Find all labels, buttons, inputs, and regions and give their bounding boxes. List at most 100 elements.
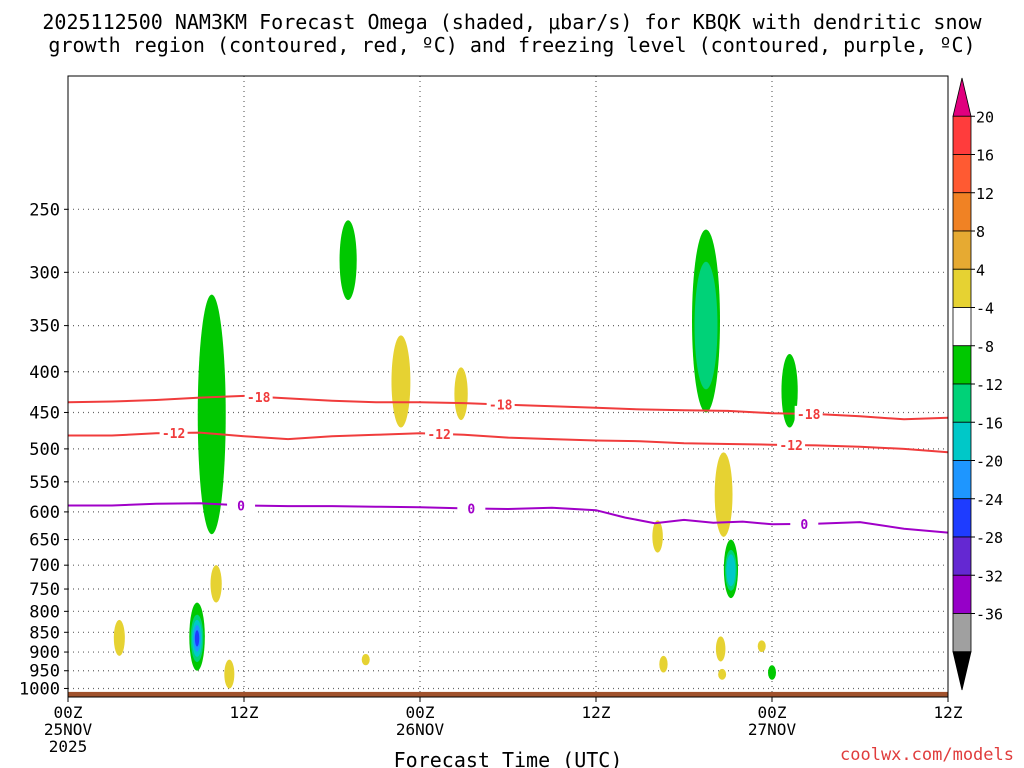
x-tick-label-12: 12Z [230, 703, 259, 722]
grid-lines [68, 76, 948, 697]
shaded-feature-green-290hpa-col-19h [339, 220, 357, 300]
colorbar: 20 16 12 8 4 -4 -8 -12 -16 -20 -24 -28 -32 -36 [952, 77, 1003, 691]
x-tick-label-0: 00Z [54, 703, 83, 722]
y-tick-label-300: 300 [29, 263, 60, 283]
y-tick-label-350: 350 [29, 317, 60, 337]
colorbar-label-10: -24 [976, 491, 1003, 509]
shaded-feature-yellow-740hpa-10h [210, 565, 222, 603]
y-tick-label-1000: 1000 [19, 679, 60, 699]
x-tick-label-60: 12Z [934, 703, 963, 722]
colorbar-swatch-13 [952, 574, 972, 614]
omega-shaded-regions [113, 220, 798, 689]
contour-label-0-1: 0 [467, 503, 475, 518]
y-tick-label-400: 400 [29, 363, 60, 383]
shaded-feature-green-420hpa-49h [781, 354, 798, 428]
contour-label-0-2: 0 [800, 518, 808, 533]
shaded-feature-green-400hpa-col-10h [197, 294, 226, 535]
x-tick-label-48: 00Z [758, 703, 787, 722]
colorbar-label-12: -32 [976, 567, 1003, 585]
shaded-feature-yellow-960hpa-11h [224, 659, 235, 689]
contour-label--12-2: -12 [779, 439, 802, 454]
colorbar-swatch-7 [952, 345, 972, 385]
y-tick-label-500: 500 [29, 440, 60, 460]
chart-title-line1: 2025112500 NAM3KM Forecast Omega (shaded… [42, 10, 982, 34]
shaded-feature-yellow-960hpa-44h [718, 668, 727, 680]
contour-label-bg--18-1 [486, 396, 515, 413]
contour-label--12-1: -12 [427, 428, 450, 443]
colorbar-label-3: 8 [976, 223, 985, 241]
x-axis-title: Forecast Time (UTC) [394, 748, 623, 768]
colorbar-label-5: -4 [976, 300, 994, 318]
colorbar-swatch-6 [952, 307, 972, 347]
colorbar-swatch-10 [952, 460, 972, 500]
colorbar-swatch-2 [952, 154, 972, 194]
y-tick-label-550: 550 [29, 473, 60, 493]
shaded-core-green-720hpa-45h-12 [726, 554, 736, 587]
x-tick-date-48: 27NOV [748, 720, 797, 739]
contour-label-bg--12-2 [777, 437, 806, 454]
y-tick-label-800: 800 [29, 602, 60, 622]
contour-label--18-0: -18 [247, 391, 271, 406]
colorbar-swatch-1 [952, 115, 972, 155]
shaded-feature-yellow-880hpa-47h [757, 640, 766, 653]
colorbar-arrow-bottom [952, 651, 972, 691]
colorbar-label-6: -8 [976, 338, 994, 356]
shaded-core-blue-850hpa-9h-20 [194, 630, 200, 647]
colorbar-label-1: 16 [976, 147, 994, 165]
shaded-feature-yellow-930hpa-40h [659, 655, 668, 673]
shaded-feature-yellow-870hpa-3h [113, 619, 125, 656]
colorbar-label-8: -16 [976, 414, 1003, 432]
plot-frame [67, 75, 949, 698]
shaded-feature-yellow-425hpa-27h [454, 367, 468, 421]
shaded-feature-yellow-890hpa-44h [715, 636, 726, 662]
colorbar-label-9: -20 [976, 453, 1003, 471]
y-tick-label-450: 450 [29, 403, 60, 423]
y-tick-label-900: 900 [29, 643, 60, 663]
y-tick-label-250: 250 [29, 200, 60, 220]
credit-text[interactable]: coolwx.com/models [840, 745, 1014, 765]
y-tick-label-600: 600 [29, 503, 60, 523]
x-tick-date-0: 25NOV [44, 720, 93, 739]
colorbar-swatch-4 [952, 230, 972, 270]
shaded-feature-green-950hpa-48h [767, 665, 777, 680]
x-tick-year-0: 2025 [49, 737, 88, 756]
y-tick-label-750: 750 [29, 580, 60, 600]
colorbar-swatch-14 [952, 613, 972, 653]
shaded-feature-yellow-600hpa-44h [714, 452, 733, 537]
colorbar-label-4: 4 [976, 261, 985, 279]
x-tick-date-24: 26NOV [396, 720, 445, 739]
chart-title-line2: growth region (contoured, red, ºC) and f… [48, 33, 975, 57]
shaded-core-green-350hpa-col-43h-8 [694, 261, 718, 390]
y-tick-label-650: 650 [29, 531, 60, 551]
colorbar-label-13: -36 [976, 606, 1003, 624]
terrain-layer [68, 691, 948, 697]
contour-label-bg-0-2 [790, 515, 819, 532]
colorbar-label-11: -28 [976, 529, 1003, 547]
colorbar-swatch-3 [952, 192, 972, 232]
y-tick-label-850: 850 [29, 623, 60, 643]
x-tick-label-36: 12Z [582, 703, 611, 722]
contour-label-bg--18-0 [244, 388, 273, 405]
y-tick-label-950: 950 [29, 662, 60, 682]
colorbar-swatch-5 [952, 268, 972, 308]
shaded-feature-yellow-920hpa-20h [361, 653, 370, 666]
contour-label--18-1: -18 [489, 398, 513, 413]
shaded-feature-yellow-650hpa-40h [652, 520, 663, 553]
colorbar-label-2: 12 [976, 185, 994, 203]
colorbar-swatch-8 [952, 383, 972, 423]
colorbar-label-7: -12 [976, 376, 1003, 394]
shaded-feature-yellow-410hpa-24h [391, 335, 411, 428]
terrain-ground [68, 691, 948, 697]
contour-label-bg--18-2 [794, 405, 823, 422]
x-tick-label-24: 00Z [406, 703, 435, 722]
colorbar-swatch-12 [952, 536, 972, 576]
contour-label-bg--12-0 [159, 425, 188, 442]
contour-label-bg-0-0 [227, 497, 256, 514]
contour-label-bg--12-1 [425, 425, 454, 442]
y-axis: 2503003504004505005506006507007508008509… [19, 200, 68, 699]
contour-label--18-2: -18 [797, 408, 821, 423]
contour-label-0-0: 0 [237, 499, 245, 514]
colorbar-swatch-9 [952, 421, 972, 461]
